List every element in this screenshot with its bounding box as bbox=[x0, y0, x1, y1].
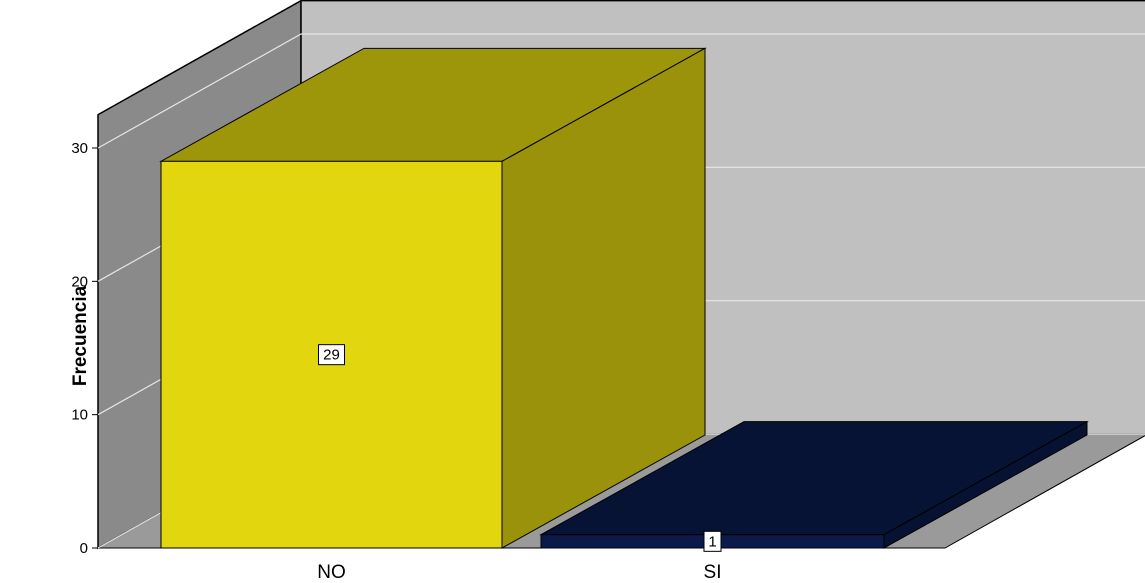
bar-si: 1 bbox=[539, 420, 1089, 552]
data-label-box bbox=[703, 530, 722, 552]
y-tick-label: 10 bbox=[71, 407, 88, 424]
y-tick-label: 0 bbox=[80, 540, 88, 557]
x-tick-label: NO bbox=[317, 562, 346, 583]
bar-no: 29 bbox=[159, 47, 707, 549]
x-tick-label: SI bbox=[704, 562, 722, 583]
data-label: 1 bbox=[708, 533, 716, 550]
gridline bbox=[97, 33, 1145, 149]
data-label-box bbox=[318, 344, 345, 366]
y-tick-label: 30 bbox=[71, 140, 88, 157]
y-axis-ticks: 0 10 20 30 bbox=[71, 140, 98, 557]
x-axis-labels: NO SI bbox=[317, 562, 721, 583]
y-tick-label: 20 bbox=[71, 273, 88, 290]
y-axis-label: Frecuencia bbox=[70, 285, 91, 386]
bars: 29 1 bbox=[159, 47, 1089, 552]
data-label: 29 bbox=[323, 347, 340, 364]
